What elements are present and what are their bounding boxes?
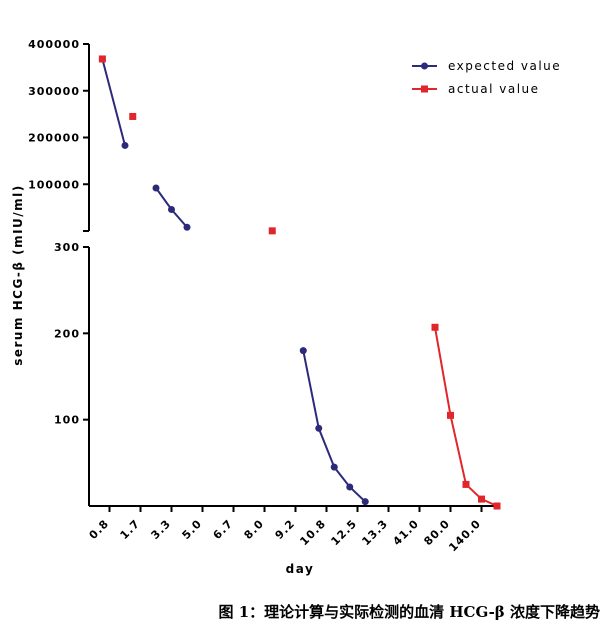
y-axis-title: serum HCG-β (mIU/ml) — [11, 184, 25, 366]
x-tick-label: 140.0 — [446, 517, 483, 554]
legend: expected value actual value — [412, 59, 561, 96]
y-tick-label: 400000 — [28, 38, 80, 51]
legend-label: actual value — [448, 82, 540, 96]
legend-marker — [421, 85, 428, 93]
data-point — [315, 424, 323, 432]
data-point — [268, 227, 276, 235]
x-tick-label: 0.8 — [87, 517, 112, 542]
data-point — [493, 502, 501, 510]
series-line — [434, 327, 498, 507]
data-point — [121, 141, 129, 149]
series-expected-value — [98, 55, 369, 506]
y-tick-label: 100000 — [28, 178, 80, 191]
x-tick-label: 3.3 — [149, 517, 174, 542]
x-tick-label: 13.3 — [359, 517, 390, 548]
x-tick-label: 1.7 — [118, 517, 143, 542]
data-point — [431, 323, 439, 331]
x-tick-label: 41.0 — [390, 517, 421, 548]
data-point — [168, 205, 175, 213]
data-point — [183, 223, 191, 231]
y-tick-label: 300 — [54, 241, 80, 254]
x-axis-title: day — [286, 562, 315, 576]
legend-label: expected value — [448, 59, 561, 73]
axes: 400000 300000 200000 100000 300 200 100 0.8 1.7 3… — [28, 38, 500, 554]
x-tick-label: 10.8 — [297, 517, 328, 548]
x-tick-label: 5.0 — [180, 517, 205, 542]
series-line — [101, 58, 126, 146]
data-point — [361, 498, 369, 506]
y-tick-label: 200000 — [28, 132, 80, 145]
data-point — [478, 495, 485, 503]
x-tick-label: 8.0 — [242, 517, 267, 542]
figure-caption: 图 1：理论计算与实际检测的血清 HCG-β 浓度下降趋势 — [218, 603, 601, 621]
data-point — [152, 184, 160, 192]
y-tick-label: 100 — [54, 414, 80, 427]
x-tick-label: 9.2 — [273, 517, 298, 542]
x-tick-label: 6.7 — [211, 517, 236, 542]
data-point — [346, 483, 354, 491]
data-point — [98, 55, 106, 63]
x-tick-label: 12.5 — [328, 517, 359, 548]
data-point — [447, 411, 454, 419]
series-layer — [98, 55, 501, 510]
legend-marker — [421, 62, 428, 70]
data-point — [462, 480, 470, 488]
series-line — [302, 350, 366, 503]
data-point — [129, 112, 137, 120]
data-point — [299, 347, 307, 355]
series-actual-value — [98, 55, 501, 510]
y-tick-label: 200 — [54, 327, 80, 340]
chart: 400000 300000 200000 100000 300 200 100 0.8 1.7 3… — [11, 38, 561, 576]
y-tick-label: 300000 — [28, 85, 80, 98]
data-point — [330, 463, 338, 471]
